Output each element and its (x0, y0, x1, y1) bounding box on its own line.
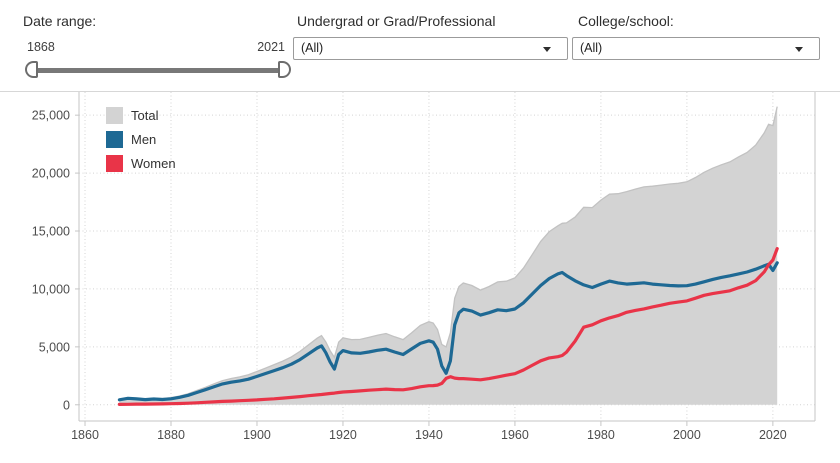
legend-label-total: Total (131, 108, 159, 123)
men-swatch-icon (106, 131, 123, 148)
y-tick-label: 5,000 (39, 340, 70, 354)
legend-item-men[interactable]: Men (106, 131, 176, 148)
level-filter-value: (All) (301, 41, 324, 55)
date-range-slider-handle-min[interactable] (25, 61, 38, 78)
college-filter-value: (All) (580, 41, 603, 55)
filter-bar: Date range: 1868 2021 Undergrad or Grad/… (0, 0, 840, 91)
total-swatch-icon (106, 107, 123, 124)
date-range-min-value: 1868 (27, 40, 55, 54)
y-tick-label: 0 (63, 398, 70, 412)
college-filter-label: College/school: (578, 13, 674, 29)
date-range-max-value: 2021 (257, 40, 285, 54)
enrollment-chart: 0 5,000 10,000 15,000 20,000 25,000 1860 1880 19… (32, 92, 816, 442)
women-swatch-icon (106, 155, 123, 172)
dropdown-arrow-icon (543, 47, 551, 52)
date-range-slider-handle-max[interactable] (278, 61, 291, 78)
total-area[interactable] (119, 106, 778, 405)
chart-legend: Total Men Women (106, 107, 176, 172)
chart-area: 0 5,000 10,000 15,000 20,000 25,000 1860 1880 19… (0, 91, 840, 463)
x-tick-label: 1920 (329, 428, 357, 442)
women-line[interactable] (117, 247, 779, 406)
y-tick-label: 20,000 (32, 167, 70, 181)
x-tick-label: 1860 (71, 428, 99, 442)
date-range-label: Date range: (23, 13, 97, 29)
x-tick-label: 2020 (759, 428, 787, 442)
axes: 0 5,000 10,000 15,000 20,000 25,000 1860 1880 19… (32, 92, 816, 442)
legend-label-women: Women (131, 156, 176, 171)
legend-label-men: Men (131, 132, 157, 147)
level-filter-dropdown[interactable]: (All) (293, 37, 568, 60)
x-tick-label: 1940 (415, 428, 443, 442)
dropdown-arrow-icon (795, 47, 803, 52)
y-tick-label: 25,000 (32, 109, 70, 123)
level-filter-label: Undergrad or Grad/Professional (297, 13, 496, 29)
x-tick-label: 1900 (243, 428, 271, 442)
date-range-values: 1868 2021 (27, 40, 285, 54)
y-tick-label: 10,000 (32, 282, 70, 296)
legend-item-women[interactable]: Women (106, 155, 176, 172)
x-tick-label: 1960 (501, 428, 529, 442)
total-area-outline (119, 106, 778, 401)
x-tick-label: 2000 (673, 428, 701, 442)
men-line[interactable] (117, 261, 779, 402)
legend-item-total[interactable]: Total (106, 107, 176, 124)
college-filter-dropdown[interactable]: (All) (572, 37, 820, 60)
y-tick-label: 15,000 (32, 225, 70, 239)
x-tick-label: 1880 (157, 428, 185, 442)
date-range-slider-track[interactable] (30, 68, 285, 73)
x-tick-label: 1980 (587, 428, 615, 442)
